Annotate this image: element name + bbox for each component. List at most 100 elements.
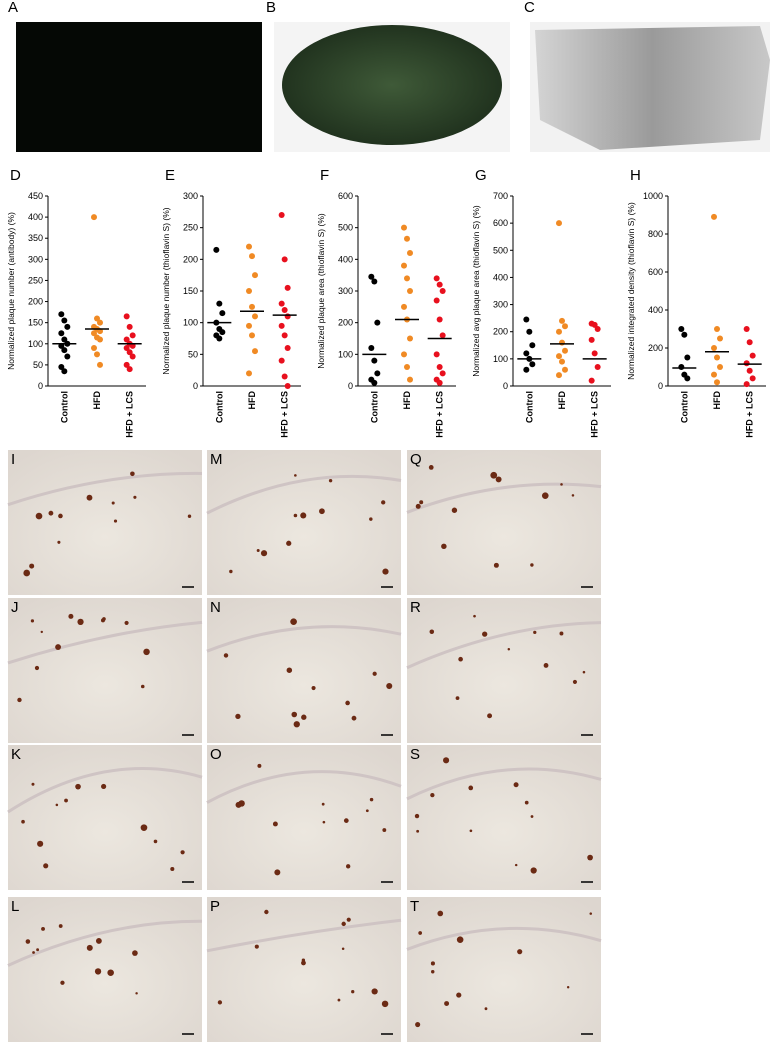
data-point: [407, 335, 413, 342]
data-point: [678, 364, 685, 370]
plaque: [31, 782, 35, 786]
plaque: [559, 631, 564, 636]
panel-label: O: [210, 746, 222, 763]
data-point: [284, 345, 291, 351]
plaque: [455, 696, 460, 700]
data-point: [714, 354, 720, 361]
plaque: [68, 613, 74, 619]
plaque: [541, 492, 549, 499]
plaque: [111, 501, 115, 505]
data-point: [371, 379, 378, 386]
plaque: [23, 569, 31, 577]
data-point: [284, 313, 291, 320]
plaque: [381, 1000, 389, 1008]
plaque: [441, 543, 447, 550]
data-point: [94, 351, 100, 358]
data-point: [433, 351, 440, 358]
plaque: [135, 992, 138, 995]
histology-image: [8, 598, 202, 743]
data-point: [58, 330, 65, 337]
image-a: [16, 22, 262, 152]
histology-image: [407, 745, 601, 890]
y-tick-label: 700: [493, 191, 508, 201]
data-point: [523, 366, 530, 373]
plaque: [473, 614, 476, 618]
plaque: [345, 864, 351, 869]
plaque: [37, 840, 44, 847]
y-tick-label: 400: [493, 272, 508, 282]
y-axis-label: Normalized plaque area (thioflavin S) (%…: [316, 213, 326, 369]
plaque: [286, 540, 292, 546]
panel-label: E: [165, 167, 175, 184]
plaque: [369, 517, 373, 521]
data-point: [401, 224, 407, 231]
plaque: [416, 829, 420, 833]
data-point: [591, 350, 598, 357]
plaque: [132, 950, 138, 956]
data-point: [219, 329, 226, 336]
data-point: [678, 326, 685, 332]
data-point: [374, 370, 381, 377]
plaque: [300, 512, 307, 519]
plaque: [341, 921, 346, 927]
plaque: [371, 988, 378, 995]
data-point: [436, 281, 443, 288]
plaque: [130, 471, 135, 477]
plaque: [587, 854, 593, 861]
data-point: [746, 339, 753, 346]
data-point: [246, 370, 252, 377]
data-point: [129, 332, 136, 339]
x-tick-label: Control: [214, 391, 224, 423]
plaque: [311, 685, 316, 691]
plaque: [437, 910, 444, 917]
plaque: [55, 644, 62, 650]
data-point: [284, 383, 291, 389]
data-point: [717, 364, 723, 370]
plaque: [431, 970, 435, 974]
y-axis-label: Normalized integrated density (thioflavi…: [626, 202, 636, 380]
plaque: [86, 944, 93, 951]
plaque: [260, 550, 268, 557]
data-point: [436, 316, 443, 323]
x-tick-label: Control: [679, 391, 689, 423]
data-point: [562, 366, 568, 373]
panel-label: S: [410, 746, 420, 763]
data-point: [374, 319, 381, 326]
tissue-edge: [206, 770, 402, 804]
plaque: [322, 820, 326, 824]
data-point: [523, 316, 530, 323]
plaque: [490, 471, 498, 479]
tissue-edge: [7, 919, 203, 967]
plaque: [43, 863, 49, 869]
y-tick-label: 300: [183, 191, 198, 201]
data-point: [556, 328, 562, 335]
data-point: [61, 347, 68, 354]
plaque: [294, 474, 297, 477]
data-point: [594, 364, 601, 370]
y-tick-label: 0: [193, 381, 198, 391]
plaque: [48, 510, 54, 516]
histology-image: [407, 598, 601, 743]
panel-label: F: [320, 167, 329, 184]
y-tick-label: 0: [348, 381, 353, 391]
x-tick-label: Control: [524, 391, 534, 423]
data-point: [252, 272, 258, 279]
data-point: [407, 250, 413, 256]
plaque: [58, 513, 63, 519]
x-tick-label: HFD + LCS: [125, 391, 135, 438]
plaque: [257, 763, 262, 768]
plaque: [343, 818, 349, 823]
data-point: [368, 345, 375, 351]
x-tick-label: HFD: [247, 391, 257, 410]
data-point: [278, 357, 285, 364]
data-point: [249, 332, 255, 339]
y-tick-label: 200: [28, 297, 43, 307]
panel-label: A: [8, 0, 18, 16]
plaque: [415, 503, 421, 509]
plaque: [365, 809, 369, 813]
data-point: [97, 319, 103, 326]
y-tick-label: 100: [338, 349, 353, 359]
plaque: [264, 909, 269, 915]
data-point: [58, 311, 65, 318]
data-point: [126, 323, 133, 330]
